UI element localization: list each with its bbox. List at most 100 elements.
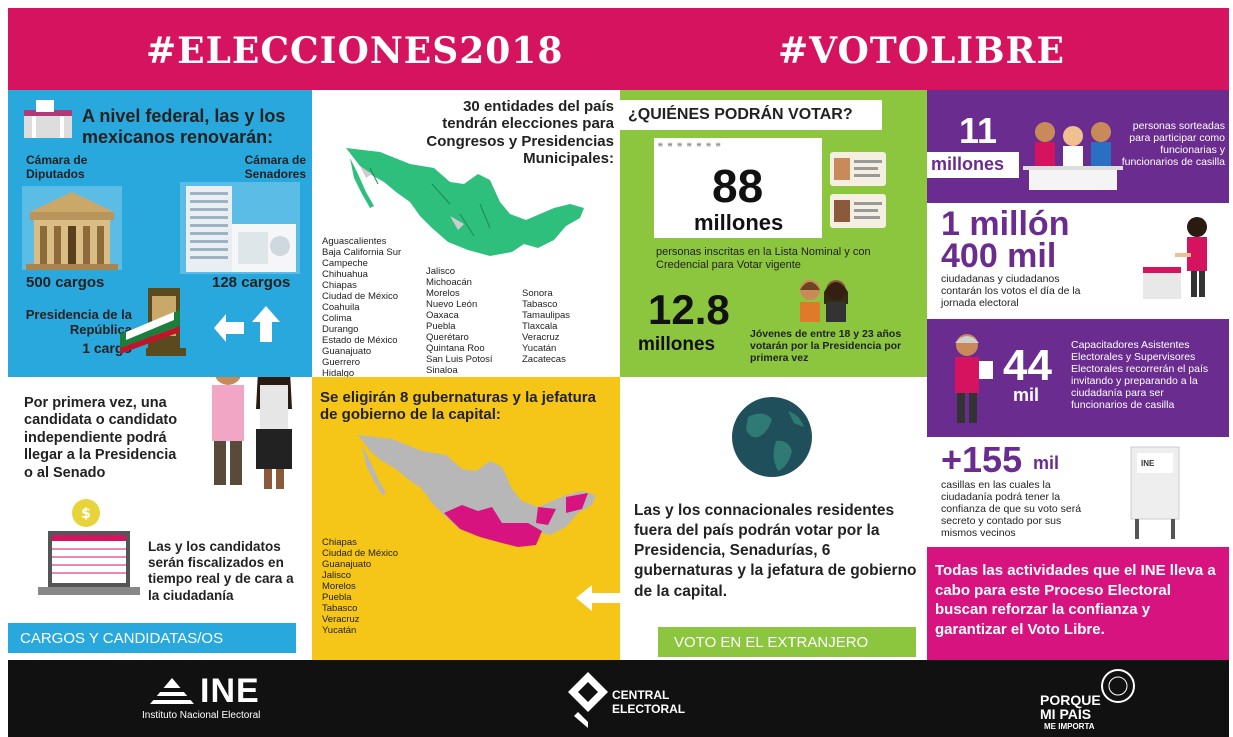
coin-icon: $ [72, 499, 100, 527]
entidades-panel: 30 entidades del país tendrán elecciones… [312, 90, 620, 377]
state-item: Guanajuato [322, 346, 372, 357]
footer: INE Instituto Nacional Electoral CENTRAL… [8, 660, 1229, 737]
entidades-col1: Aguascalientes Baja California Sur Campe… [322, 236, 418, 377]
capacitadores-panel: 44 mil Capacitadores Asistentes Electora… [927, 319, 1229, 437]
state-item: Tamaulipas [522, 310, 571, 321]
lista-card: ≡ ≡ ≡ ≡ ≡ ≡ ≡ 88 millones [654, 138, 822, 238]
ciudadanos-number-a: 1 millón [941, 205, 1070, 243]
state-item: Estado de México [322, 335, 398, 346]
map-icon [358, 435, 596, 547]
state-item: Baja California Sur [322, 247, 402, 258]
central-label-1: CENTRAL [612, 688, 670, 702]
hashtag-elecciones: #ELECCIONES2018 [146, 30, 564, 72]
cargos-label: CARGOS Y CANDIDATAS/OS [20, 630, 224, 647]
quienes-heading: ¿QUIÉNES PODRÁN VOTAR? [628, 106, 853, 123]
person-icon [955, 334, 993, 423]
urn-label: INE [1141, 459, 1155, 468]
arrow-icon [214, 306, 280, 342]
state-item: Ciudad de México [322, 548, 399, 559]
gubernaturas-panel: Se eligirán 8 gubernaturas y la jefatura… [312, 377, 620, 660]
state-item: Tlaxcala [522, 321, 558, 332]
capacitadores-desc: Capacitadores Asistentes Electorales y S… [1071, 339, 1209, 412]
senadores-cargos: 128 cargos [212, 274, 291, 291]
entidades-col2: Jalisco Michoacán Morelos Nuevo León Oax… [426, 266, 522, 376]
diputados-label: Cámara de Diputados [26, 153, 88, 181]
state-item: Puebla [426, 321, 456, 332]
state-item: Morelos [426, 288, 460, 299]
porque-line-1: PORQUE [1040, 692, 1101, 708]
jovenes-number: 12.8 [648, 286, 730, 333]
skyscraper-icon [180, 182, 300, 274]
state-item: Querétaro [426, 332, 469, 343]
extranjero-label: VOTO EN EL EXTRANJERO [674, 634, 869, 651]
conclusion-text: Todas las actividades que el INE lleva a… [935, 562, 1216, 638]
independiente-text: Por primera vez, una candidata o candida… [24, 395, 178, 481]
ballot-box-icon [1130, 446, 1180, 539]
building-icon [22, 186, 122, 270]
ballot-box-icon [24, 100, 72, 138]
ine-logo-icon [150, 678, 194, 704]
central-electoral-icon [568, 672, 608, 728]
quienes-big-unit: millones [694, 210, 784, 235]
state-item: Veracruz [322, 614, 360, 625]
jovenes-desc: Jóvenes de entre 18 y 23 años votarán po… [750, 328, 902, 365]
state-item: Puebla [322, 592, 352, 603]
funcionarios-unit: millones [931, 154, 1005, 174]
quienes-desc: personas inscritas en la Lista Nominal y… [656, 246, 871, 271]
state-item: Aguascalientes [322, 236, 387, 247]
state-item: San Luis Potosí [426, 354, 493, 365]
state-item: Jalisco [426, 266, 456, 277]
state-item: Ciudad de México [322, 291, 399, 302]
extranjero-panel: Las y los connacionales residentes fuera… [620, 377, 927, 660]
presidencia-cargos: 1 cargo [82, 340, 132, 356]
person-icon [800, 280, 848, 322]
state-item: Veracruz [522, 332, 560, 343]
entidades-col3: Sonora Tabasco Tamaulipas Tlaxcala Verac… [522, 288, 612, 365]
casillas-number: +155 [941, 439, 1023, 480]
casillas-desc: casillas en las cuales la ciudadanía pod… [941, 479, 1082, 540]
quienes-big-number: 88 [712, 160, 764, 212]
extranjero-text: Las y los connacionales residentes fuera… [634, 502, 917, 600]
person-icon [212, 377, 292, 489]
laptop-icon [38, 531, 140, 595]
state-item: Sonora [522, 288, 553, 299]
state-item: Yucatán [322, 625, 357, 636]
casillas-unit: mil [1033, 453, 1060, 473]
state-item: Zacatecas [522, 354, 566, 365]
jovenes-unit: millones [638, 334, 716, 355]
extranjero-label-bar: VOTO EN EL EXTRANJERO [658, 627, 916, 657]
state-item: Hidalgo [322, 368, 355, 377]
person-icon [1023, 122, 1123, 190]
quienes-panel: ¿QUIÉNES PODRÁN VOTAR? ≡ ≡ ≡ ≡ ≡ ≡ ≡ 88 … [620, 90, 927, 377]
ballot-box-icon [1143, 217, 1207, 299]
ine-logo-text: INE [200, 672, 260, 710]
gubernaturas-heading: Se eligirán 8 gubernaturas y la jefatura… [320, 389, 596, 424]
funcionarios-number: 11 [959, 110, 998, 151]
state-item: Nuevo León [426, 299, 478, 310]
state-item: Michoacán [426, 277, 472, 288]
state-item: Chiapas [322, 537, 357, 548]
central-label-2: ELECTORAL [612, 702, 686, 716]
candidatos-panel: Por primera vez, una candidata o candida… [8, 377, 312, 660]
capacitadores-unit: mil [1013, 385, 1040, 405]
conclusion-panel: Todas las actividades que el INE lleva a… [927, 547, 1229, 660]
state-item: Tabasco [522, 299, 558, 310]
state-item: Colima [322, 313, 352, 324]
presidencia-label: Presidencia de la República [25, 307, 132, 337]
state-item: Jalisco [322, 570, 352, 581]
map-icon [346, 148, 584, 256]
header-banner: #ELECCIONES2018 #VOTOLIBRE [8, 8, 1229, 90]
state-item: Quintana Roo [426, 343, 485, 354]
ciudadanos-number-b: 400 mil [941, 237, 1057, 275]
state-item: Oaxaca [426, 310, 459, 321]
ine-subtitle: Instituto Nacional Electoral [142, 710, 261, 721]
federal-panel: A nivel federal, las y los mexicanos ren… [8, 90, 312, 377]
state-item: Chiapas [322, 280, 357, 291]
id-card-icon [830, 152, 886, 228]
flag-icon [120, 288, 186, 356]
gubernaturas-list: Chiapas Ciudad de México Guanajuato Jali… [322, 537, 442, 636]
state-item: Campeche [322, 258, 368, 269]
state-item: Guerrero [322, 357, 361, 368]
capacitadores-number: 44 [1003, 341, 1052, 390]
state-item: Coahuila [322, 302, 360, 313]
